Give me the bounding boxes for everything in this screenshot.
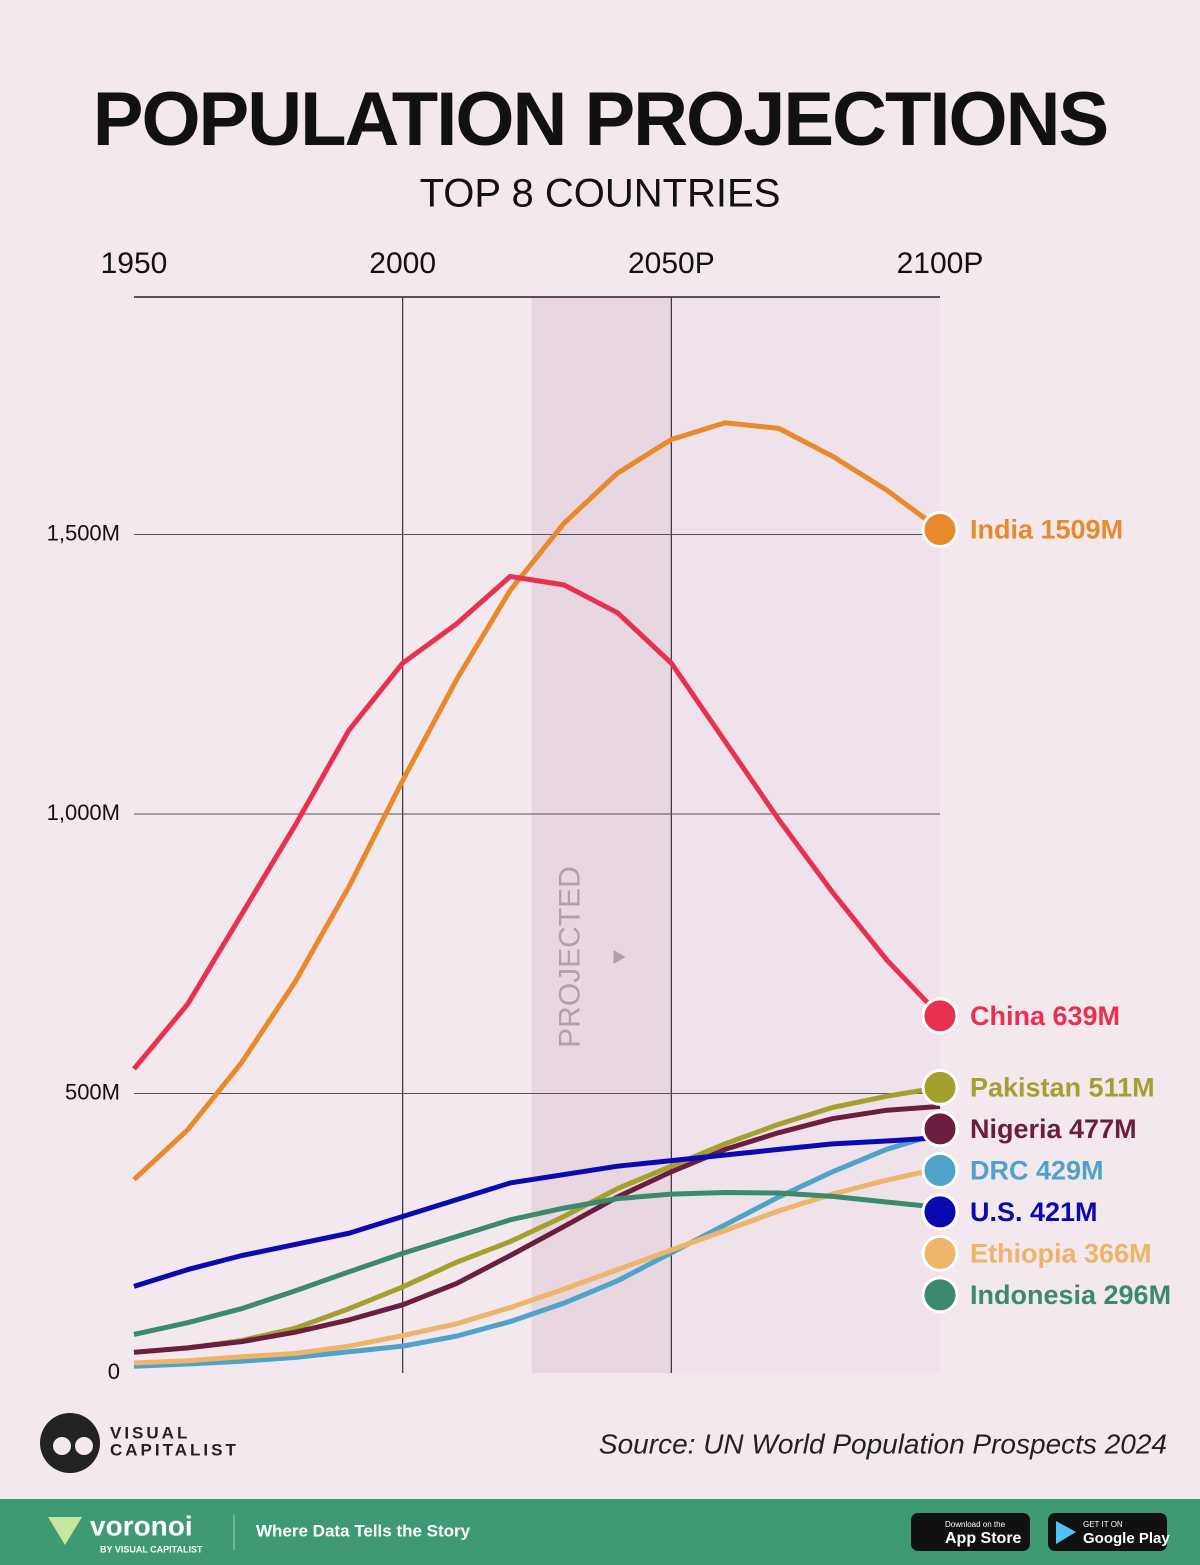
y-tick-label: 0 bbox=[108, 1359, 120, 1384]
annotation: PROJECTED bbox=[553, 866, 586, 1048]
series-label: Nigeria 477M bbox=[970, 1114, 1137, 1144]
footer-by: BY VISUAL CAPITALIST bbox=[100, 1544, 203, 1554]
app-store-label: App Store bbox=[945, 1530, 1022, 1547]
end-flag bbox=[921, 1068, 959, 1106]
end-flag bbox=[921, 1110, 959, 1148]
logo-mark bbox=[75, 1437, 93, 1455]
tagline: Where Data Tells the Story bbox=[256, 1521, 471, 1540]
footer-logo: voronoi bbox=[90, 1510, 193, 1541]
series-line bbox=[133, 1130, 941, 1369]
series-line bbox=[133, 1165, 941, 1366]
x-tick-label: 2050P bbox=[628, 247, 715, 280]
y-tick-label: 500M bbox=[65, 1079, 120, 1104]
series-line bbox=[133, 1189, 941, 1337]
chart-subtitle: TOP 8 COUNTRIES bbox=[420, 172, 781, 216]
series-label: China 639M bbox=[970, 1001, 1120, 1031]
x-tick-label: 2000 bbox=[369, 247, 436, 280]
series-label: U.S. 421M bbox=[970, 1197, 1098, 1227]
annotation-arrow bbox=[613, 950, 626, 964]
source: Source: UN World Population Prospects 20… bbox=[599, 1428, 1167, 1459]
chart-title: POPULATION PROJECTIONS bbox=[93, 77, 1107, 162]
x-tick-label: 2100P bbox=[897, 247, 984, 280]
voronoi-icon bbox=[48, 1517, 82, 1545]
google-small: GET IT ON bbox=[1083, 1520, 1123, 1529]
x-tick-label: 1950 bbox=[101, 247, 168, 280]
y-tick-label: 1,500M bbox=[47, 520, 120, 545]
end-flag bbox=[921, 1234, 959, 1272]
google-label: Google Play bbox=[1083, 1530, 1170, 1547]
end-flag bbox=[921, 1276, 959, 1314]
end-flag bbox=[921, 511, 959, 549]
plot-shade bbox=[671, 297, 940, 1373]
end-flag bbox=[921, 1193, 959, 1231]
series-line bbox=[132, 573, 942, 1071]
play-icon bbox=[1056, 1521, 1076, 1544]
logo-mark bbox=[53, 1437, 71, 1455]
brand-name: CAPITALIST bbox=[110, 1440, 239, 1459]
end-flag bbox=[921, 997, 959, 1035]
series-line bbox=[133, 1135, 941, 1289]
series-label: Ethiopia 366M bbox=[970, 1238, 1152, 1268]
series-line bbox=[133, 1103, 941, 1355]
brand-name: VISUAL bbox=[110, 1423, 190, 1442]
series-label: India 1509M bbox=[970, 515, 1123, 545]
series-label: DRC 429M bbox=[970, 1155, 1104, 1185]
brand-logo: VISUAL CAPITALIST bbox=[40, 1413, 239, 1473]
series-label: Pakistan 511M bbox=[970, 1072, 1155, 1102]
google-play-button[interactable] bbox=[1048, 1513, 1167, 1551]
series-label: Indonesia 296M bbox=[970, 1280, 1171, 1310]
end-flag bbox=[921, 1151, 959, 1189]
app-store-button[interactable] bbox=[911, 1513, 1030, 1551]
app-store-small: Download on the bbox=[945, 1520, 1006, 1529]
series-line bbox=[132, 420, 942, 1182]
y-tick-label: 1,000M bbox=[47, 800, 120, 825]
